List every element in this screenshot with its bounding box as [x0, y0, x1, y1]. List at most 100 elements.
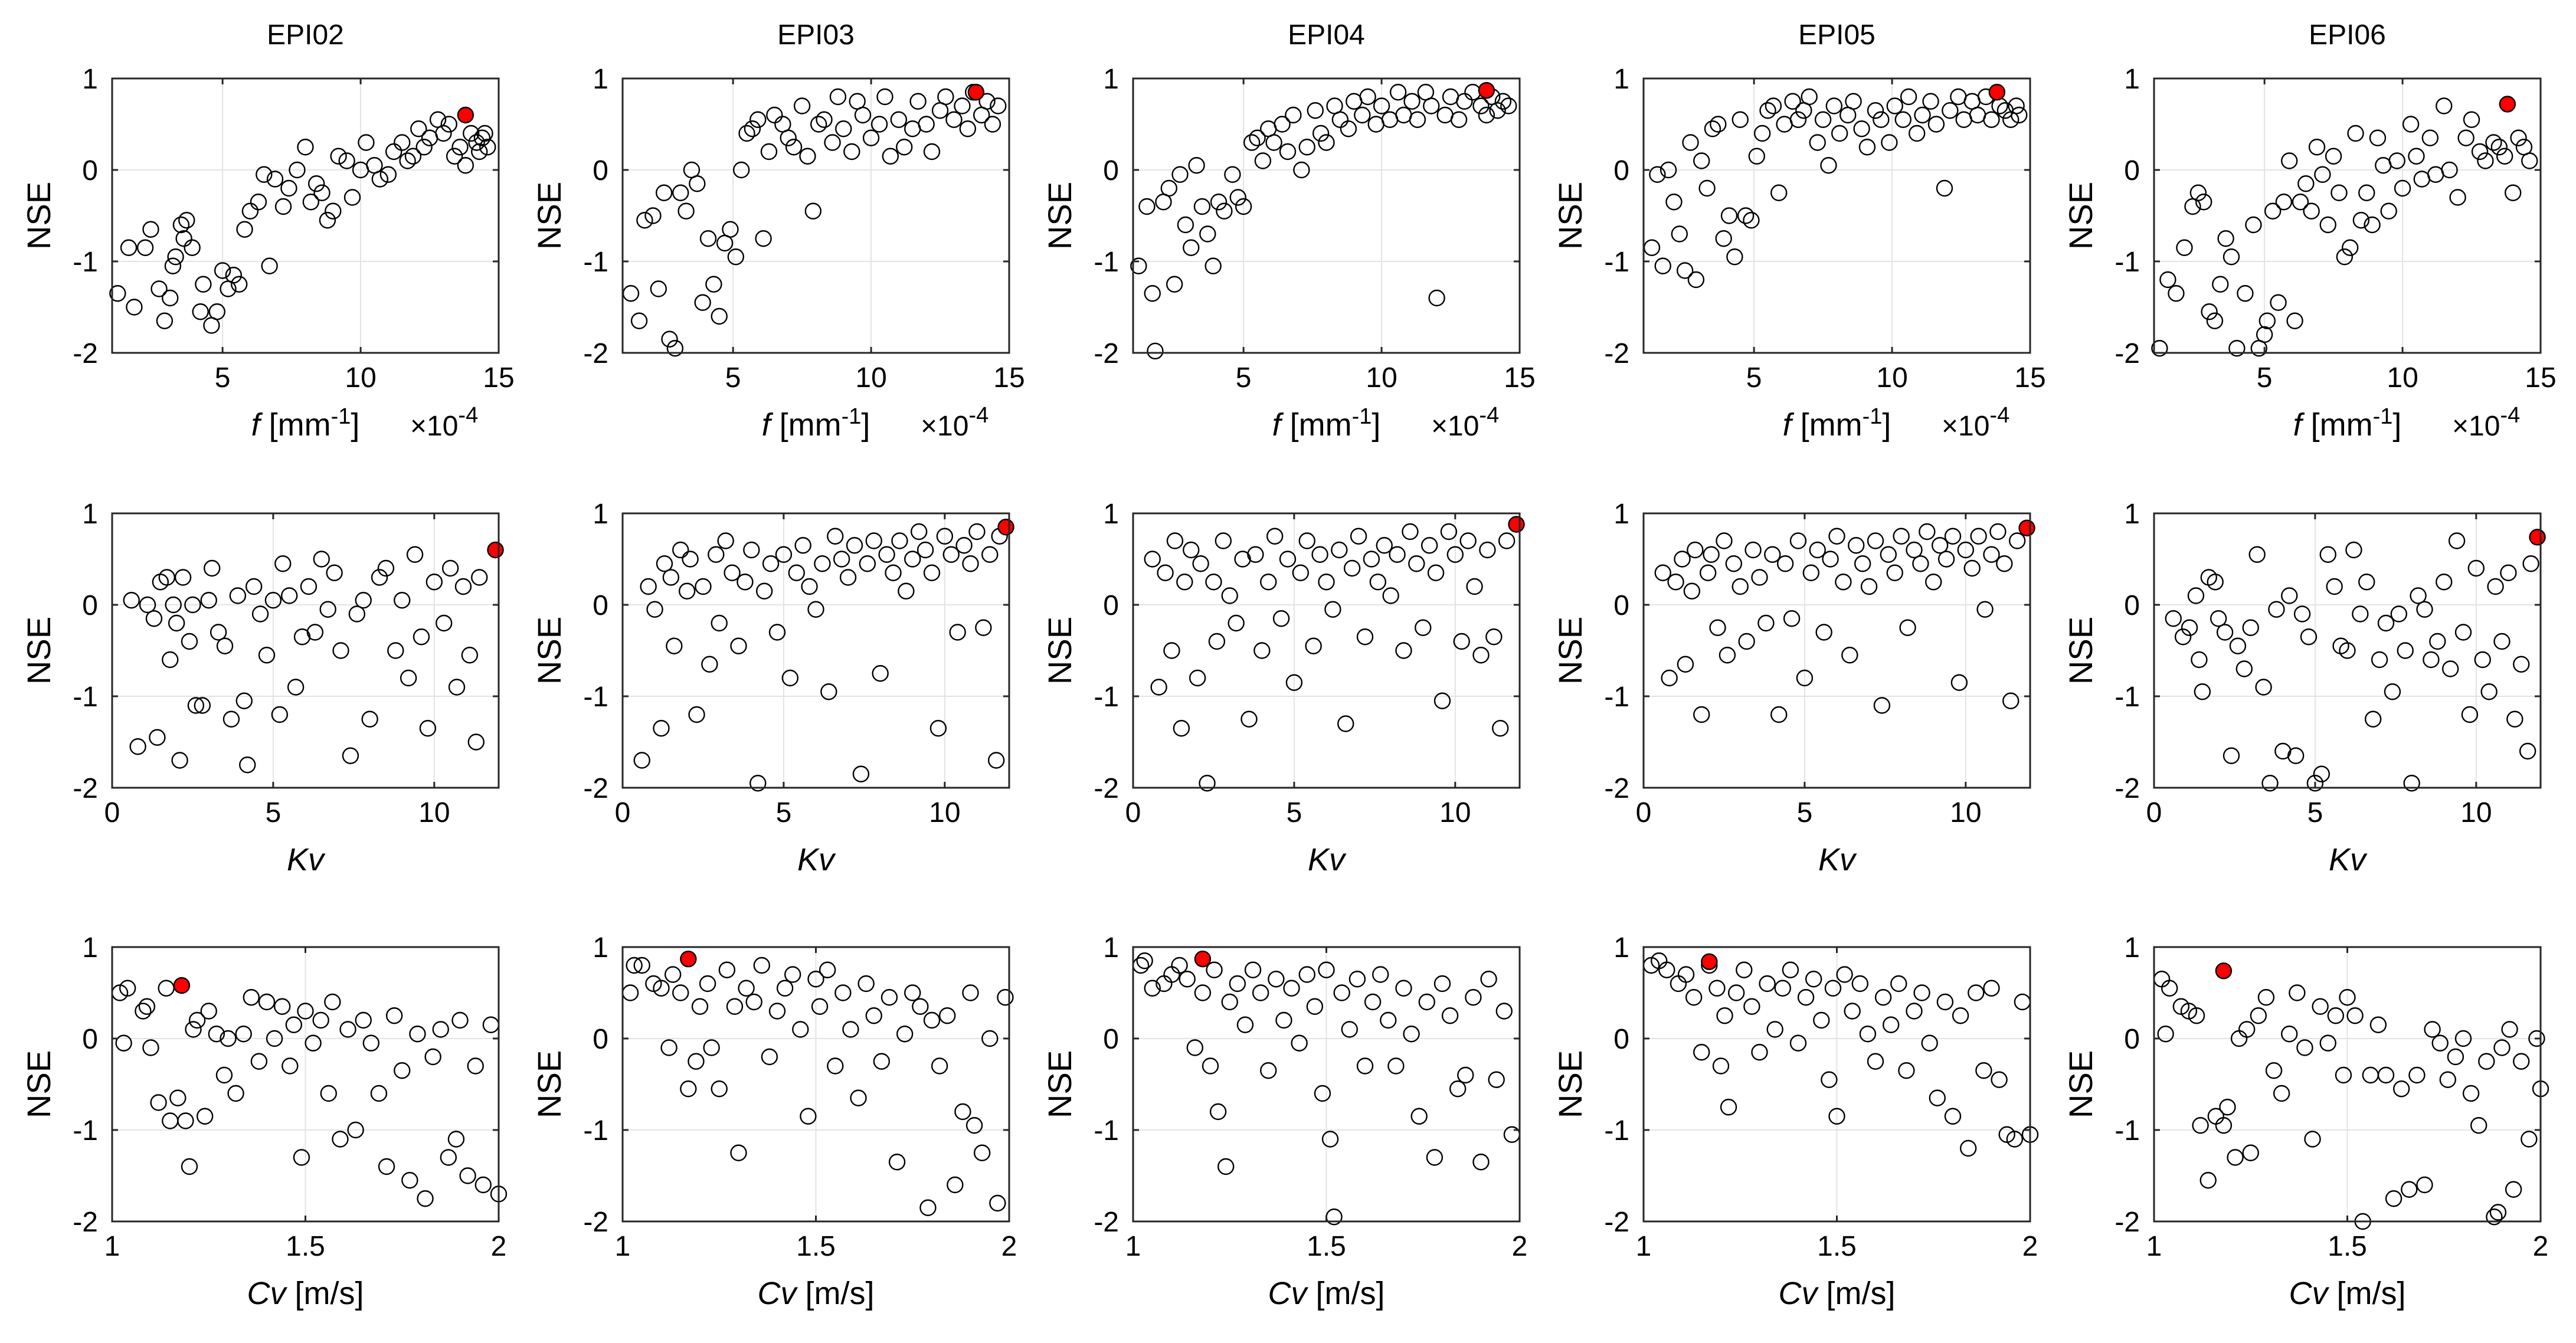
data-point [1931, 537, 1949, 554]
data-point [1193, 198, 1211, 215]
data-point [324, 993, 341, 1011]
y-axis-label: NSE [2062, 617, 2099, 684]
data-point [1418, 993, 1436, 1011]
data-point [2485, 134, 2502, 151]
data-point [1848, 537, 1865, 554]
data-point [2463, 111, 2480, 128]
data-point [115, 1034, 132, 1052]
data-point [2501, 1021, 2518, 1038]
data-point [1433, 692, 1451, 709]
x-axis-exponent: ×10-4 [410, 403, 478, 442]
data-point [1821, 1071, 1838, 1088]
data-point [332, 642, 349, 659]
data-point [1703, 546, 1720, 563]
data-point [1186, 1039, 1204, 1056]
data-point [1189, 669, 1206, 687]
column-title-epi02: EPI02 [267, 19, 344, 51]
x-tick-label: 1.5 [286, 1231, 325, 1262]
data-point [1687, 541, 1704, 559]
data-point [1478, 106, 1495, 124]
data-point [705, 276, 722, 293]
data-point [1183, 239, 1200, 256]
data-point [446, 148, 463, 165]
data-point [2330, 184, 2348, 201]
data-point [471, 143, 488, 160]
data-point [1228, 614, 1245, 632]
data-point [2300, 628, 2318, 646]
data-point [181, 633, 198, 650]
data-point [937, 88, 954, 106]
data-point [1991, 1071, 2008, 1088]
x-axis-label-variable: Cv [758, 1276, 798, 1311]
data-point [1759, 975, 1776, 992]
y-tick-label: 0 [593, 155, 608, 186]
data-point [325, 202, 342, 220]
y-tick-label: 1 [82, 64, 98, 95]
data-point [1208, 633, 1226, 650]
data-point [1356, 628, 1374, 646]
x-axis-label-unit: [mm [771, 407, 842, 443]
data-point [2423, 651, 2440, 669]
data-point [410, 120, 427, 137]
data-point [400, 669, 417, 687]
data-point [923, 143, 941, 160]
best-point [1508, 516, 1525, 533]
y-tick-label: 0 [1613, 590, 1629, 621]
best-point [967, 84, 985, 101]
data-point [909, 93, 927, 110]
data-point [172, 216, 190, 234]
data-point [1802, 564, 1820, 581]
data-point [820, 683, 837, 700]
data-point [2217, 230, 2234, 247]
data-point [415, 139, 433, 156]
data-point [2341, 239, 2359, 256]
x-axis-label-variable: f [1272, 407, 1284, 443]
data-point [2303, 202, 2320, 220]
data-point [1350, 528, 1367, 545]
x-axis-exponent-base: ×10 [1942, 411, 1989, 442]
y-tick-label: 0 [593, 590, 608, 621]
data-point [640, 578, 657, 595]
data-point [2486, 1208, 2503, 1226]
data-point [319, 601, 336, 618]
data-point [2416, 601, 2433, 618]
x-axis-label-unit: [m/s] [2328, 1276, 2406, 1311]
y-tick-label: 1 [2124, 499, 2140, 530]
data-point [2416, 1176, 2433, 1194]
x-tick-label: 1.5 [2328, 1231, 2367, 1262]
data-point [355, 592, 372, 609]
data-point [1331, 111, 1349, 128]
data-point [1331, 541, 1348, 559]
data-point [2229, 637, 2247, 654]
data-point [1166, 532, 1184, 549]
data-point [1305, 637, 1322, 654]
data-point [1661, 669, 1678, 687]
data-point [2449, 189, 2466, 206]
x-axis-label-unit-close: ] [2392, 407, 2401, 443]
data-point [1667, 574, 1684, 591]
y-tick-label: 1 [82, 932, 98, 964]
data-point [1472, 97, 1490, 114]
data-point [1906, 541, 1923, 559]
y-tick-label: -2 [583, 773, 608, 804]
data-point [250, 1053, 268, 1070]
data-point [1828, 528, 1845, 545]
data-point [1825, 97, 1843, 114]
y-axis-label: NSE [531, 182, 568, 250]
data-point [2207, 574, 2224, 591]
data-point [394, 1062, 411, 1079]
data-point [441, 559, 459, 577]
data-point [730, 1144, 747, 1161]
x-axis-label-unit-close: ] [1882, 407, 1891, 443]
data-point [251, 605, 269, 623]
data-point [811, 998, 829, 1015]
data-point [200, 592, 217, 609]
data-point [965, 1117, 983, 1134]
data-point [1359, 88, 1376, 106]
y-tick-label: -1 [73, 247, 98, 278]
data-point [975, 619, 992, 636]
data-point [1720, 207, 1738, 224]
x-axis-label-variable: Cv [1779, 1276, 1819, 1311]
x-axis-label-unit: [m/s] [1307, 1276, 1385, 1311]
